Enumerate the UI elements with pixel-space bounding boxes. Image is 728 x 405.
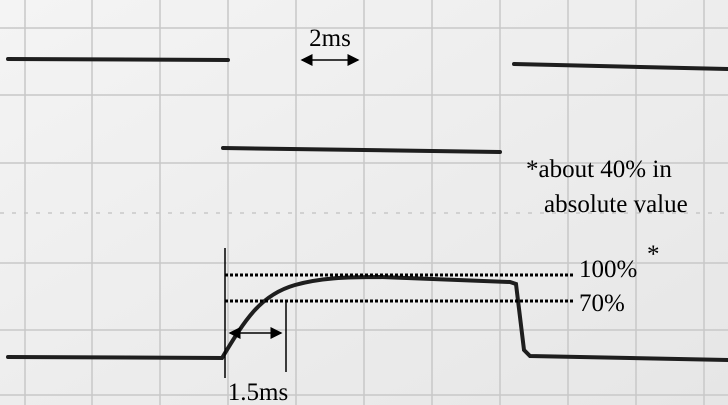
time-scale-label: 2ms	[309, 25, 351, 52]
level-label: 100%	[579, 256, 637, 283]
oscilloscope-figure: 2ms *about 40% in absolute value 100% * …	[0, 0, 728, 405]
level-label: 70%	[579, 290, 625, 317]
note-line: absolute value	[544, 191, 688, 218]
rise-time-label: 1.5ms	[228, 379, 288, 405]
level-mark: *	[647, 241, 660, 268]
note-line: *about 40% in	[526, 156, 672, 183]
